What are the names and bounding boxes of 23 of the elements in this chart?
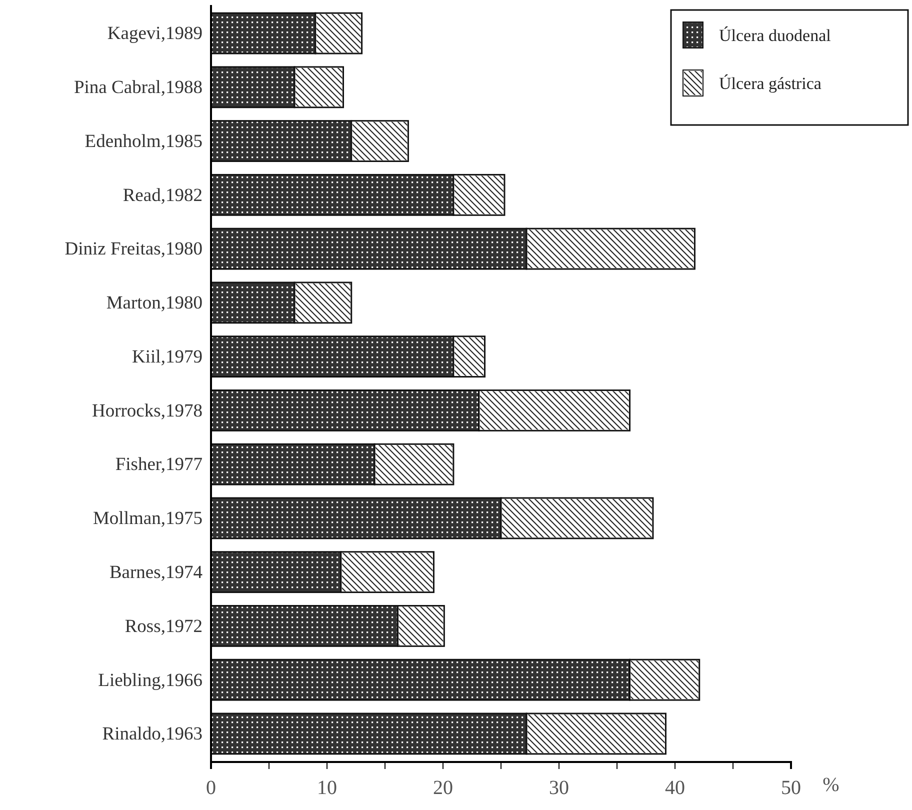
x-tick-label: 20 (433, 777, 453, 799)
y-tick-label: Marton,1980 (106, 294, 202, 314)
y-tick-label: Barnes,1974 (109, 562, 202, 583)
legend-label: Úlcera gástrica (719, 74, 822, 93)
y-tick-label: Edenholm,1985 (84, 132, 202, 152)
y-tick-label: Ross,1972 (124, 616, 202, 637)
x-tick-label: 30 (549, 777, 569, 799)
y-tick-label: Kiil,1979 (132, 347, 202, 368)
x-tick-label: 10 (317, 777, 337, 799)
y-tick-label: Rinaldo,1963 (102, 724, 202, 745)
x-axis-title: % (822, 774, 840, 796)
y-tick-label: Liebling,1966 (98, 670, 202, 691)
x-tick-label: 50 (781, 777, 801, 799)
y-tick-label: Diniz Freitas,1980 (64, 240, 202, 260)
y-tick-label: Kagevi,1989 (107, 24, 202, 44)
legend-label: Úlcera duodenal (719, 26, 832, 45)
y-tick-label: Fisher,1977 (115, 455, 202, 476)
y-tick-label: Horrocks,1978 (92, 401, 202, 422)
x-tick-label: 0 (206, 777, 216, 799)
y-tick-label: Mollman,1975 (92, 509, 202, 530)
y-tick-label: Pina Cabral,1988 (74, 78, 202, 98)
x-tick-label: 40 (665, 777, 685, 799)
y-tick-label: Read,1982 (122, 186, 202, 206)
